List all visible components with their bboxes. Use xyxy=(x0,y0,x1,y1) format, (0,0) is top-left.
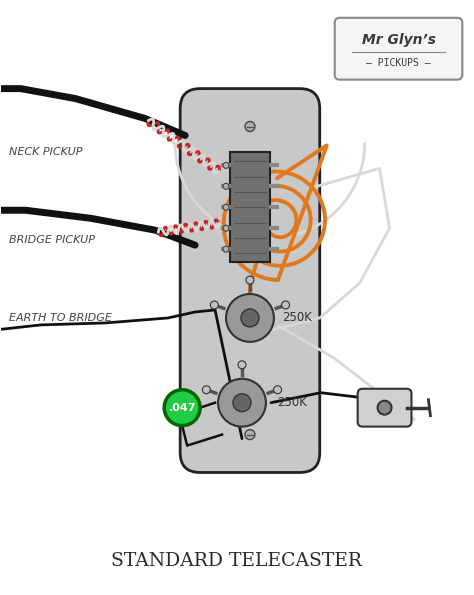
FancyBboxPatch shape xyxy=(230,152,270,262)
Circle shape xyxy=(233,394,251,412)
Text: Mr Glyn’s: Mr Glyn’s xyxy=(362,33,436,47)
Circle shape xyxy=(245,430,255,440)
Text: EARTH TO BRIDGE: EARTH TO BRIDGE xyxy=(9,313,111,323)
Circle shape xyxy=(226,294,274,342)
Circle shape xyxy=(238,361,246,369)
Circle shape xyxy=(218,379,266,427)
Circle shape xyxy=(378,400,392,415)
Text: 250K: 250K xyxy=(282,311,312,324)
Circle shape xyxy=(223,183,229,189)
Text: .047: .047 xyxy=(168,403,196,413)
Circle shape xyxy=(164,390,200,425)
Circle shape xyxy=(245,121,255,131)
Circle shape xyxy=(282,301,290,309)
Circle shape xyxy=(210,301,219,309)
Circle shape xyxy=(223,246,229,252)
Circle shape xyxy=(223,162,229,168)
FancyBboxPatch shape xyxy=(335,18,462,80)
FancyBboxPatch shape xyxy=(180,89,320,472)
Text: — PICKUPS —: — PICKUPS — xyxy=(366,58,431,68)
FancyBboxPatch shape xyxy=(358,389,411,427)
Circle shape xyxy=(246,276,254,284)
Text: STANDARD TELECASTER: STANDARD TELECASTER xyxy=(111,552,363,570)
Circle shape xyxy=(241,309,259,327)
Circle shape xyxy=(223,226,229,231)
Text: NECK PICKUP: NECK PICKUP xyxy=(9,148,82,158)
Text: BRIDGE PICKUP: BRIDGE PICKUP xyxy=(9,235,95,245)
Text: 250K: 250K xyxy=(277,396,307,409)
Circle shape xyxy=(223,204,229,210)
Circle shape xyxy=(202,386,210,394)
Circle shape xyxy=(273,386,282,394)
